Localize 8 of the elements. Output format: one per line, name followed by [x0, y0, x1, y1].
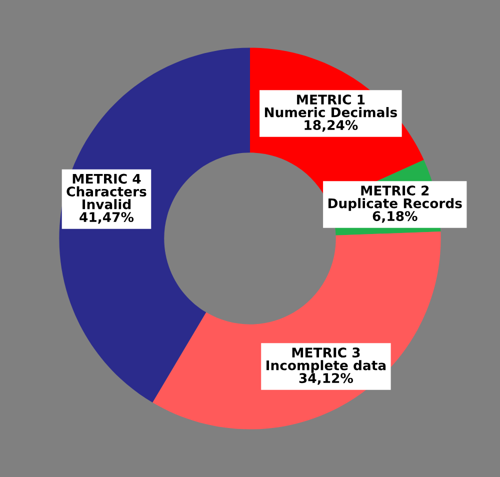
- data-label: 34,12%: [299, 373, 354, 385]
- slice-label: METRIC 3 Incomplete data: [266, 348, 386, 373]
- slice-label: METRIC 1 Numeric Decimals: [264, 94, 397, 118]
- data-label: 41,47%: [80, 212, 134, 224]
- slice-label: METRIC 4 Characters Invalid: [66, 174, 146, 210]
- data-label: 18,24%: [304, 120, 358, 132]
- slice-label: METRIC 2 Duplicate Records: [328, 186, 462, 211]
- data-label: 6,18%: [372, 211, 418, 223]
